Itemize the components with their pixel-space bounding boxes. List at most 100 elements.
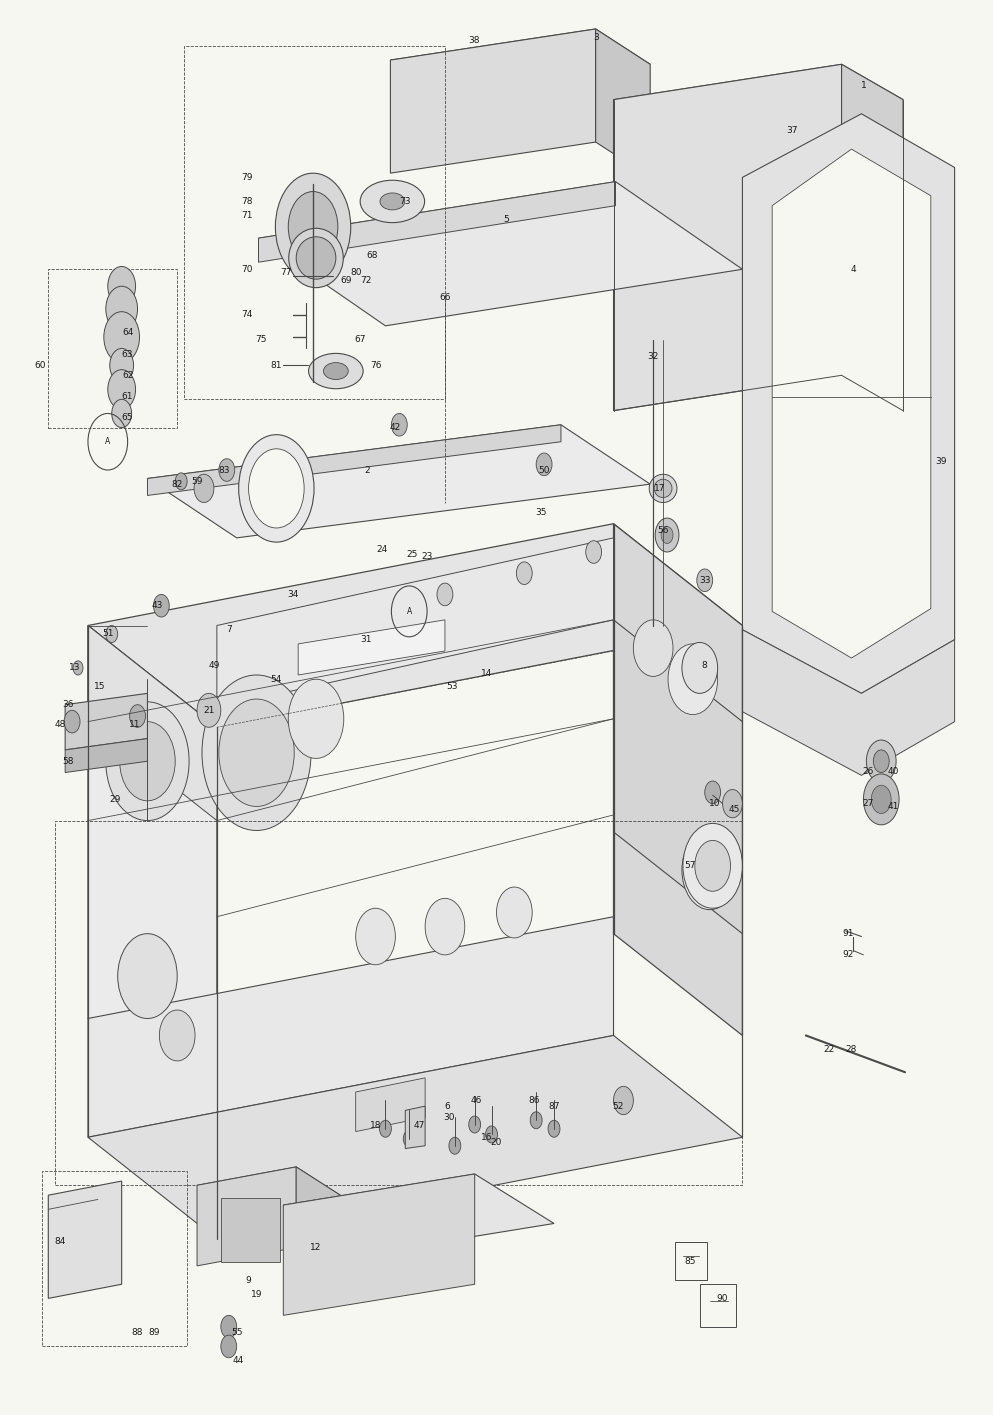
Text: 32: 32 xyxy=(647,352,659,361)
Text: 34: 34 xyxy=(288,590,299,599)
Polygon shape xyxy=(614,620,743,934)
Text: 4: 4 xyxy=(851,265,856,273)
Text: 48: 48 xyxy=(55,720,66,729)
Circle shape xyxy=(873,750,889,773)
Bar xyxy=(49,269,177,427)
Text: 91: 91 xyxy=(843,930,854,938)
Ellipse shape xyxy=(324,362,349,379)
Circle shape xyxy=(469,1116,481,1133)
Text: 35: 35 xyxy=(535,508,547,516)
Circle shape xyxy=(425,899,465,955)
Circle shape xyxy=(108,369,136,409)
Ellipse shape xyxy=(380,192,405,209)
Circle shape xyxy=(683,824,743,908)
Text: 86: 86 xyxy=(528,1097,540,1105)
Text: 79: 79 xyxy=(241,173,252,183)
Text: 80: 80 xyxy=(350,267,361,276)
Circle shape xyxy=(496,887,532,938)
Circle shape xyxy=(863,774,899,825)
Polygon shape xyxy=(296,1167,355,1285)
Circle shape xyxy=(403,1131,415,1148)
Text: 63: 63 xyxy=(122,350,133,358)
Circle shape xyxy=(682,642,718,693)
Text: 57: 57 xyxy=(684,862,696,870)
Text: 77: 77 xyxy=(281,267,292,276)
Circle shape xyxy=(73,661,83,675)
Text: 13: 13 xyxy=(70,664,80,672)
Polygon shape xyxy=(355,1078,425,1132)
Circle shape xyxy=(379,1121,391,1138)
Polygon shape xyxy=(283,1174,554,1255)
Circle shape xyxy=(130,705,145,727)
Polygon shape xyxy=(66,693,147,750)
Circle shape xyxy=(391,413,407,436)
Polygon shape xyxy=(88,625,216,1121)
Text: 43: 43 xyxy=(152,601,163,610)
Text: 39: 39 xyxy=(935,457,946,466)
Circle shape xyxy=(634,620,673,676)
Polygon shape xyxy=(216,538,614,708)
Polygon shape xyxy=(88,524,743,727)
Bar xyxy=(184,45,445,399)
Circle shape xyxy=(871,785,891,814)
Text: 11: 11 xyxy=(129,720,140,729)
Text: 27: 27 xyxy=(863,799,874,808)
Circle shape xyxy=(218,699,294,807)
Circle shape xyxy=(118,934,177,1019)
Polygon shape xyxy=(614,64,842,410)
Text: 14: 14 xyxy=(481,669,493,678)
Circle shape xyxy=(175,473,187,490)
Circle shape xyxy=(197,693,220,727)
Text: 17: 17 xyxy=(654,484,666,492)
Text: 5: 5 xyxy=(503,215,509,225)
Text: 45: 45 xyxy=(729,805,740,814)
Ellipse shape xyxy=(296,236,336,279)
Circle shape xyxy=(586,541,602,563)
Polygon shape xyxy=(283,1174,475,1316)
Text: 19: 19 xyxy=(251,1289,262,1299)
Circle shape xyxy=(159,1010,195,1061)
Text: 52: 52 xyxy=(612,1102,624,1111)
Text: 30: 30 xyxy=(443,1114,455,1122)
Text: 20: 20 xyxy=(491,1139,502,1148)
Text: 23: 23 xyxy=(421,552,433,560)
Circle shape xyxy=(202,675,311,831)
Text: 83: 83 xyxy=(218,466,229,474)
Text: 60: 60 xyxy=(35,361,46,369)
Text: 84: 84 xyxy=(55,1237,66,1247)
Circle shape xyxy=(614,1087,634,1115)
Text: 65: 65 xyxy=(122,413,133,422)
Text: 25: 25 xyxy=(406,550,418,559)
Text: 85: 85 xyxy=(684,1257,696,1266)
Text: 82: 82 xyxy=(172,480,183,488)
Circle shape xyxy=(530,1112,542,1129)
Circle shape xyxy=(486,1126,497,1143)
Text: 6: 6 xyxy=(444,1102,450,1111)
Circle shape xyxy=(288,191,338,262)
Circle shape xyxy=(516,562,532,584)
Text: 74: 74 xyxy=(241,310,252,318)
Text: 71: 71 xyxy=(241,211,252,221)
Text: 31: 31 xyxy=(359,635,371,644)
Circle shape xyxy=(449,1138,461,1155)
Text: 53: 53 xyxy=(446,682,458,691)
Text: 21: 21 xyxy=(204,706,214,715)
Text: 76: 76 xyxy=(369,361,381,369)
Text: 7: 7 xyxy=(225,625,231,634)
Text: 3: 3 xyxy=(593,33,599,42)
Text: A: A xyxy=(105,437,110,446)
Text: 41: 41 xyxy=(888,802,899,811)
Circle shape xyxy=(106,702,189,821)
Text: 26: 26 xyxy=(863,767,874,775)
Text: 66: 66 xyxy=(439,293,451,301)
Polygon shape xyxy=(197,1167,355,1224)
Polygon shape xyxy=(614,64,903,134)
Text: 50: 50 xyxy=(538,466,550,474)
Circle shape xyxy=(106,286,138,331)
Polygon shape xyxy=(390,28,596,173)
Circle shape xyxy=(695,841,731,891)
Text: 18: 18 xyxy=(369,1122,381,1131)
Text: 29: 29 xyxy=(109,795,120,804)
Polygon shape xyxy=(743,630,954,775)
Text: 81: 81 xyxy=(271,361,282,369)
